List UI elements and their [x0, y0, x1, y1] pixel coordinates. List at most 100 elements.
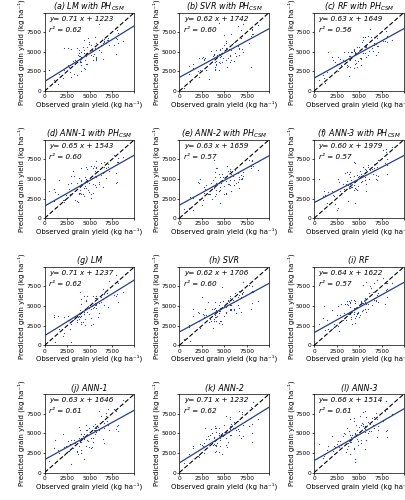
Point [320, 302, 326, 310]
Point [374, 172, 380, 180]
Point [90, 438, 96, 446]
Point [361, 166, 368, 174]
Point [371, 40, 378, 48]
Point [185, 205, 192, 213]
Point [198, 201, 205, 209]
Point [248, 282, 254, 290]
Point [247, 414, 254, 422]
Point [95, 20, 102, 28]
Point [388, 36, 394, 44]
Point [226, 172, 233, 180]
Title: (d) ANN-1 with PH$_{CSM}$: (d) ANN-1 with PH$_{CSM}$ [46, 127, 132, 140]
Point [217, 52, 224, 60]
Point [361, 422, 367, 430]
Point [51, 78, 57, 86]
Title: (l) ANN-3: (l) ANN-3 [340, 384, 376, 392]
Point [361, 424, 367, 432]
Point [222, 190, 228, 198]
Point [119, 396, 126, 404]
Point [353, 44, 359, 52]
Point [383, 38, 390, 46]
Text: r² = 0.60: r² = 0.60 [49, 154, 81, 160]
Point [330, 442, 336, 450]
Point [81, 178, 87, 186]
Point [239, 48, 246, 56]
Point [95, 180, 102, 188]
Point [92, 292, 99, 300]
Text: y= 0.62 x + 1742: y= 0.62 x + 1742 [183, 16, 247, 22]
Point [101, 162, 107, 170]
Point [351, 318, 357, 326]
Point [51, 76, 58, 84]
Point [343, 60, 350, 68]
Point [229, 39, 236, 47]
Point [87, 194, 94, 202]
Point [211, 173, 217, 181]
Point [333, 440, 339, 448]
Point [359, 281, 366, 289]
Point [46, 66, 52, 74]
Point [195, 178, 201, 186]
Point [180, 206, 187, 214]
Point [239, 288, 245, 296]
Text: y= 0.66 x + 1514: y= 0.66 x + 1514 [318, 397, 382, 403]
Point [226, 301, 233, 309]
Point [352, 59, 358, 67]
Point [346, 173, 353, 181]
Point [85, 186, 91, 194]
Point [85, 438, 91, 446]
Point [335, 60, 341, 68]
Point [354, 57, 360, 65]
Point [224, 438, 230, 446]
Point [374, 426, 380, 434]
Point [222, 56, 229, 64]
Point [382, 32, 389, 40]
Point [364, 289, 371, 297]
Point [359, 299, 365, 307]
Point [81, 310, 87, 318]
Point [238, 32, 245, 40]
Point [356, 174, 363, 182]
Point [345, 298, 352, 306]
Point [210, 318, 216, 326]
Point [358, 306, 364, 314]
Point [86, 444, 92, 452]
Point [220, 41, 227, 49]
Point [346, 63, 352, 71]
Point [92, 430, 98, 438]
Point [90, 164, 96, 172]
Point [347, 48, 353, 56]
Point [351, 430, 357, 438]
Point [186, 78, 193, 86]
Point [212, 60, 218, 68]
Point [62, 342, 69, 349]
Point [334, 204, 341, 212]
Point [186, 458, 193, 466]
X-axis label: Observed grain yield (kg ha⁻¹): Observed grain yield (kg ha⁻¹) [36, 228, 142, 235]
Point [217, 434, 223, 442]
Point [360, 305, 367, 313]
Point [78, 434, 84, 442]
Point [355, 43, 361, 51]
Point [374, 289, 380, 297]
Point [101, 37, 107, 45]
Point [92, 44, 98, 52]
Point [202, 305, 208, 313]
Point [373, 48, 380, 56]
Point [77, 436, 83, 444]
Point [373, 42, 379, 50]
Point [99, 285, 106, 293]
Point [105, 167, 111, 175]
Point [216, 53, 223, 61]
Point [354, 173, 361, 181]
Point [89, 422, 96, 430]
Point [82, 433, 88, 441]
Point [102, 164, 109, 172]
Point [226, 58, 233, 66]
Point [81, 192, 87, 200]
Point [216, 308, 223, 316]
Point [77, 52, 84, 60]
Point [61, 66, 67, 74]
Point [227, 172, 234, 180]
Point [348, 183, 354, 191]
